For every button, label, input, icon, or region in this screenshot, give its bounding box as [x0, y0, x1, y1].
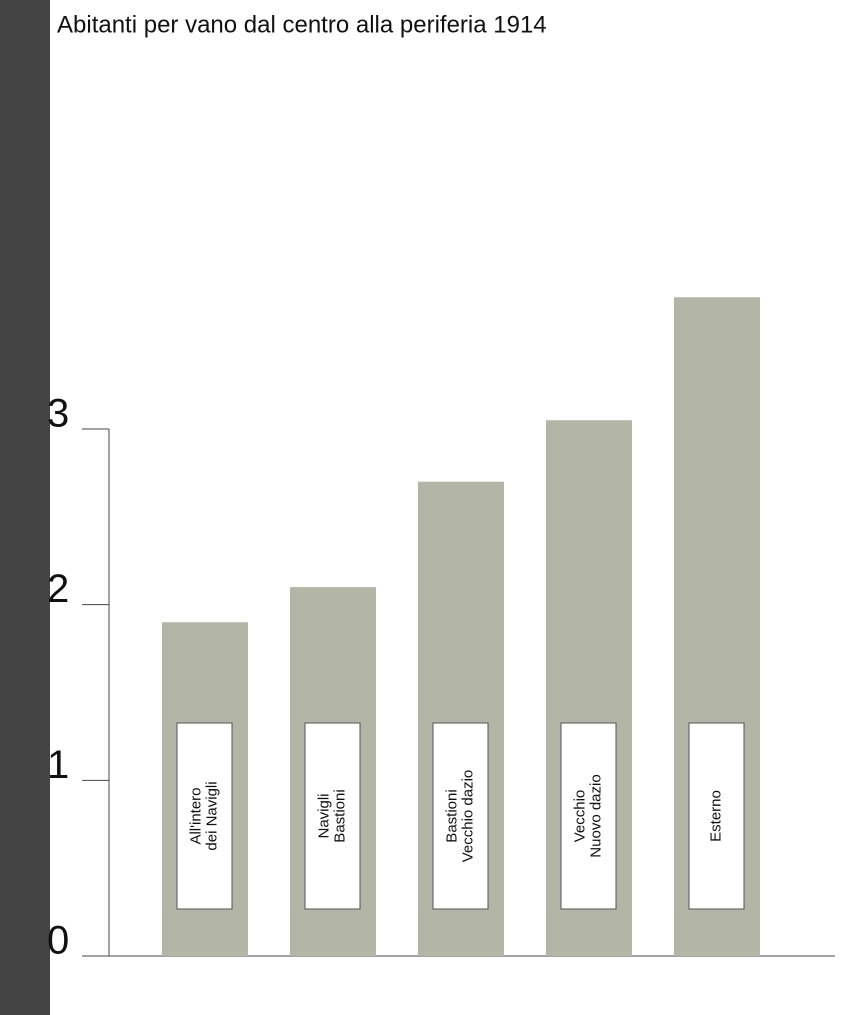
y-tick-label: 1 [47, 743, 69, 787]
x-tick-label: Vecchio dazio [459, 770, 476, 863]
y-tick-label: 0 [47, 919, 69, 963]
x-tick-label: Vecchio [571, 790, 588, 843]
x-tick-label: dei Navigli [203, 781, 220, 850]
label-box [304, 722, 361, 910]
x-tick-label: Nuovo dazio [587, 774, 604, 857]
x-tick-label: All'intero [187, 787, 204, 844]
x-tick-label: Navigli [315, 793, 332, 838]
x-tick-label: Esterno [707, 790, 724, 842]
x-tick-label: Bastioni [331, 789, 348, 842]
label-box [176, 722, 233, 910]
x-tick-label: Bastioni [443, 789, 460, 842]
label-box [432, 722, 489, 910]
y-tick-label: 3 [47, 392, 69, 436]
label-box [560, 722, 617, 910]
chart-title: Abitanti per vano dal centro alla perife… [57, 11, 547, 38]
y-tick-label: 2 [47, 567, 69, 611]
label-box [688, 722, 745, 910]
side-strip [0, 0, 50, 1015]
